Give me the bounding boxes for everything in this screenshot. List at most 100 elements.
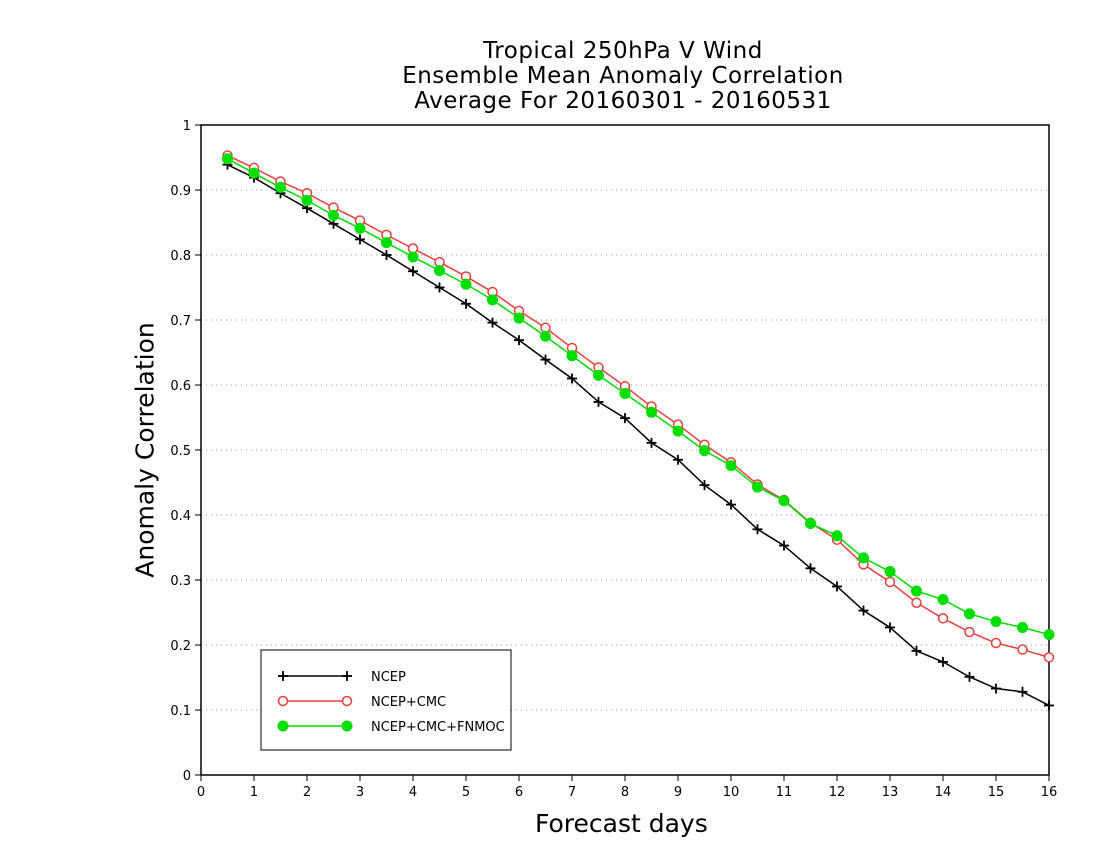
data-point — [938, 656, 948, 667]
x-tick-label: 12 — [829, 785, 846, 800]
series-ncep-cmc — [222, 150, 1055, 663]
data-point — [248, 167, 260, 179]
legend-label: NCEP+CMC — [371, 695, 446, 710]
chart-title-line-3: Average For 20160301 - 20160531 — [414, 88, 832, 114]
series-line — [227, 154, 1050, 659]
data-point — [487, 317, 498, 328]
legend: NCEP NCEP+CMC NCEP+CMC+FNMOC — [260, 649, 512, 751]
x-tick-label: 11 — [776, 785, 793, 800]
legend-box — [260, 649, 512, 751]
data-point — [911, 597, 922, 608]
x-tick-label: 4 — [409, 785, 417, 800]
data-point — [964, 608, 975, 620]
data-point — [885, 622, 895, 633]
data-point — [487, 294, 498, 306]
series-ncep-cmc-fnmoc — [222, 153, 1055, 641]
axis-ticks: 00.10.20.30.40.50.60.70.80.910 1 2 3 4 5 6 7 8 9 1… — [170, 119, 1057, 800]
series-ncep — [222, 159, 1054, 711]
data-point — [937, 613, 949, 624]
x-tick-label: 15 — [988, 785, 1005, 800]
data-point — [301, 194, 313, 206]
legend-marker — [341, 720, 353, 732]
data-point — [566, 350, 578, 362]
series-lines — [222, 150, 1055, 711]
data-point — [381, 250, 392, 260]
x-tick-label: 14 — [935, 785, 952, 800]
data-point — [699, 445, 710, 457]
y-tick-label: 0.1 — [170, 704, 191, 719]
x-tick-label: 6 — [515, 785, 523, 800]
data-point — [884, 566, 896, 578]
legend-entry: NCEP+CMC+FNMOC — [277, 720, 505, 735]
data-point — [355, 234, 365, 245]
legend-label: NCEP+CMC+FNMOC — [371, 720, 505, 735]
data-point — [567, 373, 577, 384]
data-point — [672, 425, 684, 437]
series-line — [227, 163, 1050, 707]
legend-marker — [278, 671, 288, 681]
y-axis-title: Anomaly Correlation — [130, 322, 160, 578]
y-tick-label: 0.6 — [170, 379, 191, 394]
x-tick-label: 2 — [303, 785, 311, 800]
legend-marker — [277, 695, 289, 707]
x-tick-label: 16 — [1041, 785, 1058, 800]
data-point — [964, 671, 975, 682]
data-point — [222, 153, 233, 165]
data-point — [990, 637, 1002, 649]
x-tick-label: 13 — [882, 785, 899, 800]
data-point — [460, 278, 472, 290]
data-point — [964, 626, 975, 638]
data-point — [513, 312, 525, 324]
data-point — [779, 540, 789, 551]
chart-title-line-2: Ensemble Mean Anomaly Correlation — [402, 63, 844, 89]
data-point — [514, 335, 524, 346]
data-point — [1043, 652, 1055, 663]
data-point — [858, 552, 869, 564]
data-point — [434, 265, 445, 277]
data-point — [408, 266, 418, 277]
legend-label: NCEP — [371, 670, 406, 685]
legend-entry: NCEP+CMC — [277, 695, 446, 710]
data-point — [911, 585, 922, 597]
data-point — [593, 369, 604, 381]
legend-marker — [342, 671, 352, 681]
data-point — [778, 495, 790, 507]
x-tick-label: 0 — [197, 785, 205, 800]
y-tick-label: 0 — [183, 769, 191, 784]
legend-entry: NCEP — [278, 670, 406, 685]
x-tick-label: 9 — [674, 785, 682, 800]
data-point — [831, 530, 843, 542]
data-point — [752, 481, 763, 493]
data-point — [593, 396, 604, 407]
x-tick-label: 5 — [462, 785, 470, 800]
data-point — [699, 480, 710, 491]
y-tick-label: 0.7 — [170, 314, 191, 329]
data-point — [407, 251, 419, 263]
y-tick-label: 1 — [183, 119, 191, 134]
data-point — [646, 437, 657, 448]
data-point — [725, 460, 737, 472]
data-point — [673, 454, 683, 465]
data-point — [858, 605, 869, 616]
data-point — [937, 594, 949, 605]
data-point — [752, 524, 763, 535]
data-point — [461, 298, 471, 309]
data-point — [434, 282, 445, 293]
chart-title-line-1: Tropical 250hPa V Wind — [483, 38, 763, 64]
data-point — [1017, 686, 1028, 697]
data-point — [620, 413, 630, 424]
data-point — [354, 222, 366, 234]
x-axis-title: Forecast days — [535, 809, 708, 838]
data-point — [1043, 629, 1055, 641]
data-point — [646, 406, 657, 418]
y-tick-label: 0.4 — [170, 509, 191, 524]
legend-marker — [341, 695, 353, 707]
data-point — [884, 576, 896, 588]
data-point — [1044, 700, 1054, 711]
x-tick-label: 8 — [621, 785, 629, 800]
x-tick-label: 1 — [250, 785, 258, 800]
data-point — [1017, 644, 1028, 655]
data-point — [911, 645, 922, 656]
data-point — [328, 209, 339, 221]
